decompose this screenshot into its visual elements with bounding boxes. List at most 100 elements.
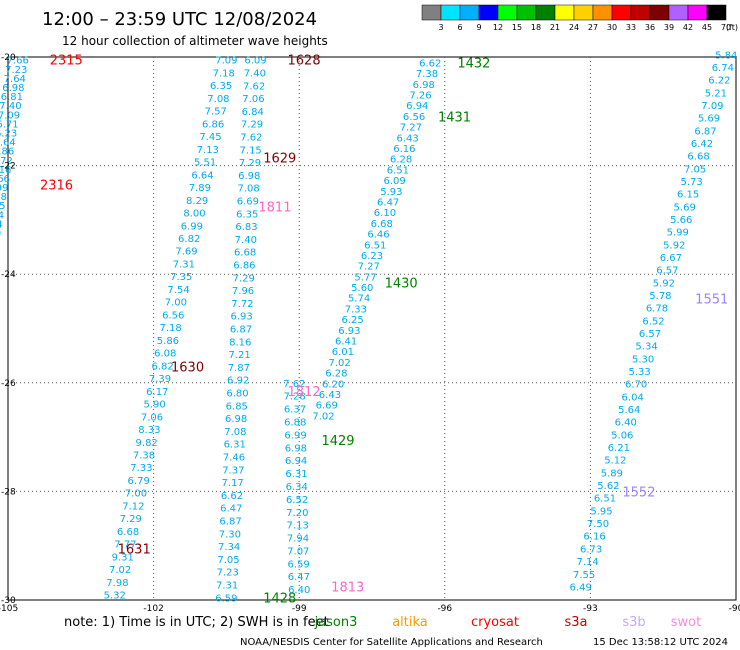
wave-height-value: 6.95 — [0, 201, 6, 212]
altimeter-tracks: 7.667.237.646.986.817.407.096.716.236.64… — [0, 50, 737, 604]
legend-label: 3 — [438, 23, 443, 32]
wave-height-value: 6.21 — [608, 443, 630, 454]
wave-height-value: 7.62 — [283, 379, 305, 390]
wave-height-value: 7.55 — [573, 570, 595, 581]
chart-subtitle: 12 hour collection of altimeter wave hei… — [62, 34, 328, 48]
wave-height-value: 7.23 — [217, 568, 239, 579]
pass-label: 1430 — [385, 276, 418, 291]
x-tick-label: -90 — [729, 604, 740, 614]
wave-height-value: 5.34 — [635, 342, 657, 353]
legend-label: 9 — [476, 23, 481, 32]
wave-height-value: 6.51 — [387, 165, 409, 176]
legend-label: 27 — [588, 23, 598, 32]
footer: note: 1) Time is in UTC; 2) SWH is in fe… — [64, 615, 728, 648]
wave-height-value: 7.77 — [114, 540, 136, 551]
legend-swatch — [459, 4, 480, 21]
wave-height-value: 7.54 — [167, 285, 189, 296]
wave-height-value: 7.23 — [5, 65, 27, 76]
legend-swatch — [630, 4, 651, 21]
wave-height-value: 6.98 — [413, 80, 435, 91]
wave-height-value: 6.47 — [220, 504, 242, 515]
pass-label: 1428 — [263, 591, 296, 606]
wave-height-value: 6.71 — [0, 119, 19, 130]
wave-height-value: 6.78 — [646, 304, 668, 315]
wave-height-value: 6.15 — [677, 190, 699, 201]
wave-height-value: 7.40 — [235, 235, 257, 246]
wave-height-value: 5.62 — [597, 481, 619, 492]
wave-height-value: 6.87 — [694, 126, 716, 137]
wave-height-value: 6.86 — [202, 119, 224, 130]
wave-height-value: 7.00 — [165, 298, 187, 309]
legend-label: 45 — [702, 23, 712, 32]
legend-label: 42 — [683, 23, 693, 32]
wave-height-value: 6.47 — [288, 572, 310, 583]
wave-height-value: 5.74 — [348, 294, 370, 305]
pass-label: 1812 — [288, 385, 321, 400]
wave-height-value: 7.45 — [199, 132, 221, 143]
wave-height-value: 6.28 — [325, 369, 347, 380]
wave-height-value: 6.99 — [181, 221, 203, 232]
wave-height-value: 5.90 — [144, 400, 166, 411]
wave-height-value: 6.70 — [625, 380, 647, 391]
wave-height-value: 6.47 — [377, 197, 399, 208]
wave-height-value: 6.68 — [687, 152, 709, 163]
satellite-name: cryosat — [471, 615, 519, 630]
wave-height-value: 6.64 — [191, 170, 213, 181]
y-tick-label: -30 — [1, 596, 16, 606]
wave-height-value: 6.51 — [364, 240, 386, 251]
wave-height-value: 5.84 — [715, 50, 737, 61]
pass-label: 1429 — [321, 434, 354, 449]
wave-height-value: 7.39 — [149, 374, 171, 385]
wave-height-value: 6.52 — [286, 495, 308, 506]
wave-height-value: 7.34 — [218, 542, 240, 553]
wave-height-value: 7.15 — [240, 145, 262, 156]
wave-height-value: 6.17 — [146, 387, 168, 398]
wave-height-value: 6.98 — [285, 443, 307, 454]
wave-height-value: 7.30 — [219, 529, 241, 540]
wave-height-value: 7.29 — [241, 120, 263, 131]
wave-height-value: 5.66 — [670, 215, 692, 226]
wave-height-value: 6.09 — [244, 56, 266, 67]
wave-height-value: 7.27 — [358, 262, 380, 273]
wave-height-value: 6.16 — [393, 144, 415, 155]
wave-height-value: 6.10 — [374, 208, 396, 219]
satellite-name: jason3 — [314, 615, 358, 630]
wave-height-value: 6.99 — [284, 430, 306, 441]
wave-height-value: 6.68 — [371, 219, 393, 230]
wave-height-value: 5.93 — [380, 187, 402, 198]
pass-label: 2316 — [40, 179, 73, 194]
legend-swatch — [706, 4, 727, 21]
wave-height-value: 5.51 — [194, 158, 216, 169]
wave-height-value: 8.16 — [229, 337, 251, 348]
wave-height-value: 6.16 — [583, 532, 605, 543]
wave-height-value: 6.86 — [233, 261, 255, 272]
wave-height-value: 8.29 — [186, 196, 208, 207]
legend-label: 15 — [512, 23, 522, 32]
pass-label: 1552 — [622, 485, 655, 500]
wave-height-value: 5.92 — [653, 278, 675, 289]
wave-height-value: 7.02 — [109, 565, 131, 576]
wave-height-value: 7.09 — [701, 101, 723, 112]
legend-label: 24 — [569, 23, 579, 32]
wave-height-value: 6.35 — [210, 81, 232, 92]
color-legend: 3 6 9 12 15 18 21 24 27 30 33 36 39 42 45 70(ft) — [421, 4, 738, 32]
wave-height-value: 5.99 — [667, 228, 689, 239]
x-tick-label: -102 — [143, 604, 163, 614]
legend-swatch — [554, 4, 575, 21]
wave-height-value: 5.95 — [590, 506, 612, 517]
wave-height-value: 6.69 — [316, 401, 338, 412]
wave-height-value: 6.23 — [0, 128, 17, 139]
wave-height-value: 7.38 — [416, 69, 438, 80]
satellite-name: s3b — [622, 615, 645, 630]
wave-height-value: 7.14 — [576, 557, 598, 568]
satellite-list: jason3 altika cryosat s3a s3b swot — [314, 615, 702, 630]
wave-height-value: 6.94 — [406, 101, 428, 112]
legend-swatch — [421, 4, 442, 21]
pass-label: 1813 — [331, 580, 364, 595]
wave-height-value: 9.31 — [112, 552, 134, 563]
wave-height-value: 7.31 — [216, 580, 238, 591]
x-tick-label: -96 — [437, 604, 452, 614]
wave-height-value: 7.62 — [243, 81, 265, 92]
wave-height-value: 6.09 — [384, 176, 406, 187]
wave-height-value: 6.08 — [154, 349, 176, 360]
